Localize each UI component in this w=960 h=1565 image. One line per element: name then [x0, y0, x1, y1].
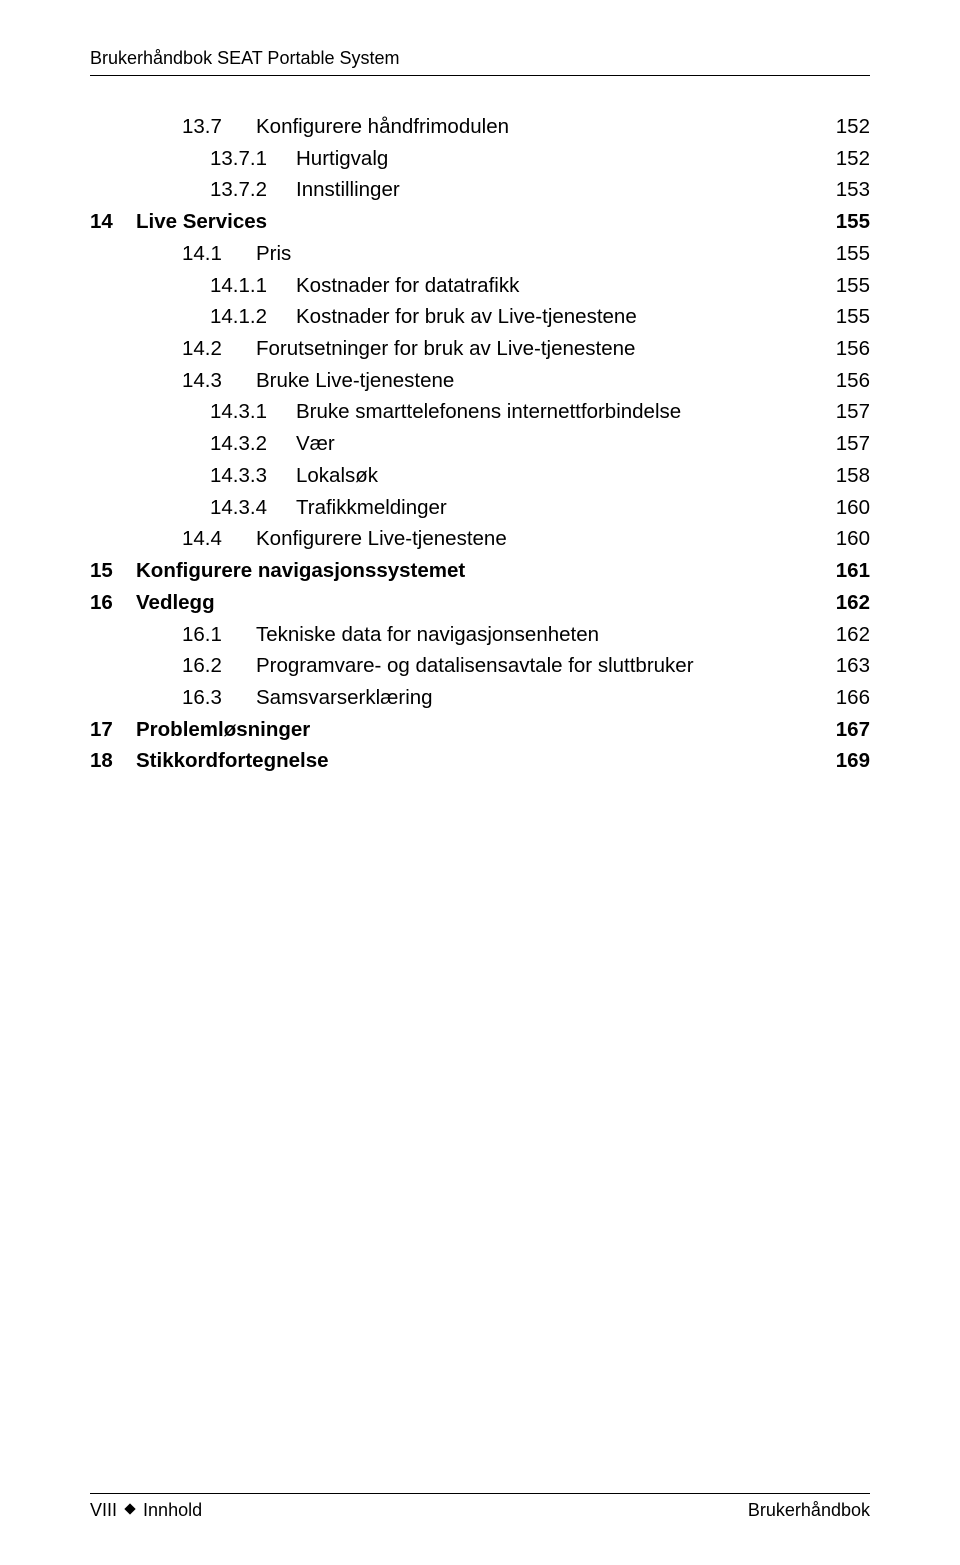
toc-number: 15 [90, 556, 136, 586]
footer-page-roman: VIII [90, 1500, 117, 1520]
toc-row: 13.7.1Hurtigvalg 152 [90, 144, 870, 174]
toc-number: 14.1 [136, 239, 256, 269]
document-header: Brukerhåndbok SEAT Portable System [90, 48, 870, 76]
toc-row: 16Vedlegg 162 [90, 588, 870, 618]
toc-number: 13.7 [136, 112, 256, 142]
toc-row: 14.3.2Vær 157 [90, 429, 870, 459]
toc-page: 155 [822, 302, 870, 332]
toc-title: Bruke smarttelefonens internettforbindel… [296, 397, 681, 427]
toc-page: 163 [822, 651, 870, 681]
toc-row: 14.3.4Trafikkmeldinger 160 [90, 493, 870, 523]
toc-title: Innstillinger [296, 175, 400, 205]
toc-number: 14.3.1 [210, 397, 296, 427]
toc-title: Kostnader for datatrafikk [296, 271, 519, 301]
toc-row: 14.2Forutsetninger for bruk av Live-tjen… [90, 334, 870, 364]
toc-title: Kostnader for bruk av Live-tjenestene [296, 302, 637, 332]
toc-page: 156 [822, 366, 870, 396]
toc-row: 16.1Tekniske data for navigasjonsenheten… [90, 620, 870, 650]
toc-number: 14.3 [136, 366, 256, 396]
toc-page: 161 [822, 556, 870, 586]
toc-page: 152 [822, 112, 870, 142]
toc-number: 16 [90, 588, 136, 618]
toc-row: 18Stikkordfortegnelse 169 [90, 746, 870, 776]
toc-row: 16.3Samsvarserklæring 166 [90, 683, 870, 713]
toc-number: 16.1 [136, 620, 256, 650]
toc-number: 16.2 [136, 651, 256, 681]
footer-section: Innhold [143, 1500, 202, 1520]
toc-title: Forutsetninger for bruk av Live-tjeneste… [256, 334, 635, 364]
toc-title: Lokalsøk [296, 461, 378, 491]
toc-page: 160 [822, 524, 870, 554]
toc-page: 160 [822, 493, 870, 523]
toc-page: 166 [822, 683, 870, 713]
header-text: Brukerhåndbok SEAT Portable System [90, 48, 400, 68]
toc-number: 16.3 [136, 683, 256, 713]
toc-row: 15Konfigurere navigasjonssystemet 161 [90, 556, 870, 586]
toc-row: 16.2Programvare- og datalisensavtale for… [90, 651, 870, 681]
toc-row: 17Problemløsninger 167 [90, 715, 870, 745]
toc-number: 14.3.4 [210, 493, 296, 523]
toc-title: Vær [296, 429, 335, 459]
toc-title: Bruke Live-tjenestene [256, 366, 454, 396]
toc-row: 13.7Konfigurere håndfrimodulen 152 [90, 112, 870, 142]
toc-page: 157 [822, 397, 870, 427]
toc-number: 14.4 [136, 524, 256, 554]
toc-page: 155 [822, 271, 870, 301]
toc-number: 17 [90, 715, 136, 745]
toc-page: 153 [822, 175, 870, 205]
toc-page: 162 [822, 620, 870, 650]
table-of-contents: 13.7Konfigurere håndfrimodulen15213.7.1H… [90, 112, 870, 776]
diamond-icon [124, 1504, 135, 1515]
toc-title: Vedlegg [136, 588, 215, 618]
toc-row: 14.1Pris 155 [90, 239, 870, 269]
toc-title: Programvare- og datalisensavtale for slu… [256, 651, 694, 681]
toc-number: 14.1.2 [210, 302, 296, 332]
toc-row: 14Live Services 155 [90, 207, 870, 237]
toc-title: Konfigurere Live-tjenestene [256, 524, 507, 554]
toc-number: 13.7.1 [210, 144, 296, 174]
toc-number: 14 [90, 207, 136, 237]
toc-row: 14.1.2Kostnader for bruk av Live-tjenest… [90, 302, 870, 332]
toc-page: 155 [822, 239, 870, 269]
toc-page: 156 [822, 334, 870, 364]
toc-title: Problemløsninger [136, 715, 310, 745]
toc-title: Trafikkmeldinger [296, 493, 447, 523]
toc-row: 13.7.2Innstillinger 153 [90, 175, 870, 205]
toc-page: 158 [822, 461, 870, 491]
toc-number: 14.2 [136, 334, 256, 364]
toc-title: Tekniske data for navigasjonsenheten [256, 620, 599, 650]
toc-row: 14.1.1Kostnader for datatrafikk 155 [90, 271, 870, 301]
toc-row: 14.3Bruke Live-tjenestene 156 [90, 366, 870, 396]
toc-title: Konfigurere håndfrimodulen [256, 112, 509, 142]
toc-number: 14.3.3 [210, 461, 296, 491]
toc-number: 13.7.2 [210, 175, 296, 205]
toc-title: Konfigurere navigasjonssystemet [136, 556, 465, 586]
toc-page: 155 [822, 207, 870, 237]
toc-page: 169 [822, 746, 870, 776]
toc-number: 14.3.2 [210, 429, 296, 459]
toc-page: 152 [822, 144, 870, 174]
toc-page: 162 [822, 588, 870, 618]
footer-right: Brukerhåndbok [748, 1500, 870, 1521]
toc-row: 14.4Konfigurere Live-tjenestene 160 [90, 524, 870, 554]
toc-title: Pris [256, 239, 291, 269]
toc-number: 14.1.1 [210, 271, 296, 301]
toc-title: Stikkordfortegnelse [136, 746, 329, 776]
toc-title: Live Services [136, 207, 267, 237]
toc-row: 14.3.3Lokalsøk 158 [90, 461, 870, 491]
toc-title: Hurtigvalg [296, 144, 388, 174]
page-footer: VIII Innhold Brukerhåndbok [90, 1493, 870, 1521]
toc-title: Samsvarserklæring [256, 683, 433, 713]
toc-number: 18 [90, 746, 136, 776]
footer-left: VIII Innhold [90, 1500, 202, 1521]
toc-page: 167 [822, 715, 870, 745]
toc-row: 14.3.1Bruke smarttelefonens internettfor… [90, 397, 870, 427]
toc-page: 157 [822, 429, 870, 459]
